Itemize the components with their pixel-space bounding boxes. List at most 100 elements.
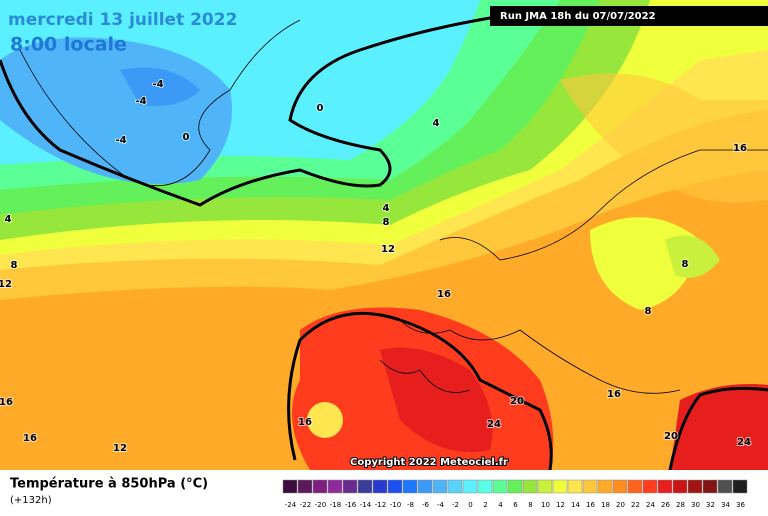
contour-label: 16 bbox=[607, 389, 621, 400]
run-info: Run JMA 18h du 07/07/2022 bbox=[500, 11, 656, 22]
contour-label: -4 bbox=[115, 135, 126, 146]
map-date: mercredi 13 juillet 2022 bbox=[8, 10, 237, 30]
contour-label: 8 bbox=[383, 217, 390, 228]
scale-label: -22 bbox=[300, 501, 311, 509]
contour-label: 8 bbox=[11, 260, 18, 271]
color-swatch bbox=[492, 479, 508, 494]
contour-label: 8 bbox=[682, 259, 689, 270]
color-swatch bbox=[357, 479, 373, 494]
scale-label: 10 bbox=[541, 501, 550, 509]
color-swatch bbox=[672, 479, 688, 494]
map-field bbox=[665, 235, 720, 278]
contour-label: 0 bbox=[317, 103, 324, 114]
color-swatch bbox=[462, 479, 478, 494]
color-scale: -24 -22 -20 -18 -16 -14 -12 -10 -8 -6 -4 -2 0 2 4 6 8 10 1… bbox=[282, 479, 748, 509]
color-swatch bbox=[687, 479, 703, 494]
scale-label: 20 bbox=[616, 501, 625, 509]
color-swatch bbox=[432, 479, 448, 494]
contour-label: 16 bbox=[437, 289, 451, 300]
map-field bbox=[307, 402, 343, 438]
color-swatch bbox=[537, 479, 553, 494]
color-swatch bbox=[597, 479, 613, 494]
isotherms bbox=[0, 16, 768, 471]
contour-label: -4 bbox=[135, 96, 146, 107]
color-swatch bbox=[342, 479, 358, 494]
color-swatch bbox=[582, 479, 598, 494]
contour-label: 8 bbox=[645, 306, 652, 317]
contour-label: 0 bbox=[183, 132, 190, 143]
color-swatch bbox=[732, 479, 748, 494]
color-swatch bbox=[552, 479, 568, 494]
contour-labels: -4 -4 -4 0 0 4 4 4 8 8 12 12 16 16 8 8 16 16 16 16 12 20 20 24 2… bbox=[0, 78, 752, 455]
color-swatch bbox=[522, 479, 538, 494]
color-swatch bbox=[282, 479, 298, 494]
scale-label: 0 bbox=[468, 501, 472, 509]
color-swatch bbox=[402, 479, 418, 494]
color-swatch bbox=[312, 479, 328, 494]
scale-label: 6 bbox=[513, 501, 518, 509]
contour-label: 20 bbox=[664, 431, 678, 442]
scale-label: 2 bbox=[483, 501, 487, 509]
scale-label: -24 bbox=[285, 501, 297, 509]
contour-label: 16 bbox=[0, 397, 13, 408]
scale-label: 24 bbox=[646, 501, 655, 509]
contour-label: 24 bbox=[737, 437, 751, 448]
footer-lead: (+132h) bbox=[10, 495, 52, 506]
map-field bbox=[670, 384, 768, 470]
scale-label: 28 bbox=[676, 501, 685, 509]
contour-label: 4 bbox=[5, 214, 12, 225]
color-swatch bbox=[717, 479, 733, 494]
contour-label: 16 bbox=[298, 417, 312, 428]
contour-label: 16 bbox=[733, 143, 747, 154]
scale-label: 18 bbox=[601, 501, 610, 509]
scale-label: -6 bbox=[422, 501, 430, 509]
scale-label: -10 bbox=[390, 501, 401, 509]
contour-label: 12 bbox=[113, 443, 127, 454]
scale-label: -14 bbox=[360, 501, 372, 509]
contour-label: 24 bbox=[487, 419, 501, 430]
contour-label: 4 bbox=[383, 203, 390, 214]
scale-label: 26 bbox=[661, 501, 670, 509]
scale-label: 36 bbox=[736, 501, 745, 509]
scale-label: -4 bbox=[437, 501, 445, 509]
scale-label: 8 bbox=[528, 501, 532, 509]
run-box bbox=[490, 6, 768, 26]
color-swatch bbox=[657, 479, 673, 494]
color-swatch bbox=[702, 479, 718, 494]
scale-label: 34 bbox=[721, 501, 730, 509]
contour-label: -4 bbox=[152, 79, 163, 90]
scale-label: 16 bbox=[586, 501, 595, 509]
footer-title: Température à 850hPa (°C) bbox=[10, 477, 208, 492]
scale-label: -20 bbox=[315, 501, 326, 509]
color-swatch bbox=[507, 479, 523, 494]
color-swatch bbox=[372, 479, 388, 494]
contour-label: 20 bbox=[510, 396, 524, 407]
color-swatch bbox=[297, 479, 313, 494]
contour-label: 12 bbox=[381, 244, 395, 255]
copyright: Copyright 2022 Meteociel.fr bbox=[350, 457, 508, 468]
color-swatch bbox=[447, 479, 463, 494]
scale-label: 4 bbox=[498, 501, 503, 509]
color-swatch bbox=[612, 479, 628, 494]
map-time: 8:00 locale bbox=[10, 34, 127, 56]
color-swatch bbox=[567, 479, 583, 494]
contour-label: 16 bbox=[23, 433, 37, 444]
scale-label: 22 bbox=[631, 501, 640, 509]
scale-label: -16 bbox=[345, 501, 357, 509]
color-swatch bbox=[417, 479, 433, 494]
color-swatch bbox=[387, 479, 403, 494]
map-field bbox=[560, 73, 768, 203]
scale-label: -8 bbox=[407, 501, 414, 509]
color-swatch bbox=[642, 479, 658, 494]
scale-label: -2 bbox=[452, 501, 459, 509]
scale-label: 14 bbox=[571, 501, 580, 509]
map-field bbox=[120, 67, 200, 106]
temperature-map bbox=[0, 0, 768, 471]
contour-label: 12 bbox=[0, 279, 12, 290]
contour-label: 4 bbox=[433, 118, 440, 129]
scale-label: -12 bbox=[375, 501, 386, 509]
color-swatch bbox=[327, 479, 343, 494]
scale-label: -18 bbox=[330, 501, 341, 509]
scale-label: 32 bbox=[706, 501, 715, 509]
